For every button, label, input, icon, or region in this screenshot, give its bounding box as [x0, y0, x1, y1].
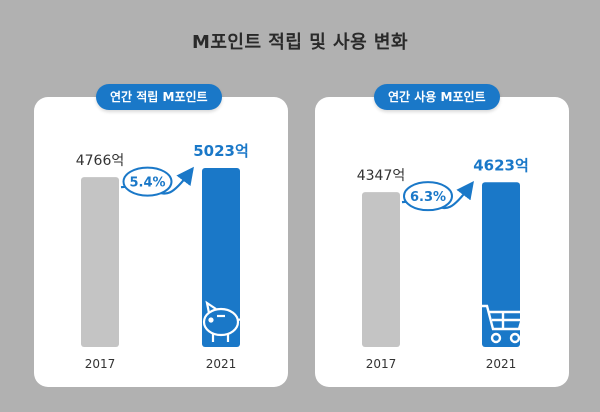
growth-badge-bg-1: [403, 181, 453, 212]
panel-used: [315, 97, 569, 387]
year-label-1-2021: 2021: [486, 357, 517, 371]
bar-0-2017: [81, 177, 119, 347]
value-label-1-2017: 4347억: [357, 168, 406, 184]
growth-badge-0: 5.4%: [122, 166, 173, 197]
chart-title-used: 연간 사용 M포인트: [374, 84, 500, 110]
piggy-bank-icon: [202, 300, 245, 342]
year-label-1-2017: 2017: [366, 357, 397, 371]
growth-badge-1: 6.3%: [403, 181, 453, 212]
value-label-0-2017: 4766억: [76, 153, 125, 169]
chart-title-earned: 연간 적립 M포인트: [96, 84, 222, 110]
growth-badge-bg-0: [122, 166, 173, 197]
value-label-0-2021: 5023억: [193, 142, 249, 160]
bar-1-2021: [482, 182, 520, 347]
bar-0-2021: [202, 168, 240, 347]
year-label-0-2017: 2017: [85, 357, 116, 371]
growth-value-1: 6.3%: [410, 190, 446, 205]
growth-value-0: 5.4%: [129, 176, 165, 191]
panel-earned: [34, 97, 288, 387]
year-label-0-2021: 2021: [206, 357, 237, 371]
shopping-cart-icon: [479, 304, 526, 344]
bar-1-2017: [362, 192, 400, 347]
value-label-1-2021: 4623억: [473, 156, 529, 174]
page-title: M포인트 적립 및 사용 변화: [191, 32, 409, 53]
